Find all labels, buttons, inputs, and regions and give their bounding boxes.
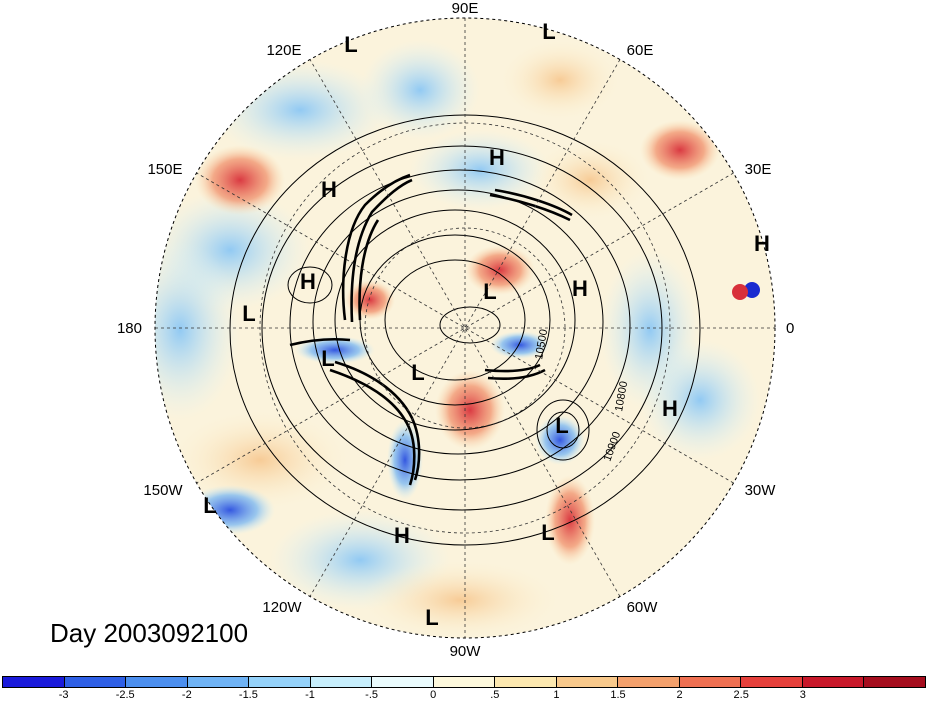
colorbar-swatch (495, 677, 557, 687)
lon-label-150e: 150E (147, 161, 182, 178)
graticule (155, 18, 775, 638)
colorbar-swatch (802, 677, 865, 687)
contour-label: 10800 (613, 380, 630, 412)
lon-label-90w: 90W (450, 643, 482, 660)
colorbar-swatch (64, 677, 127, 687)
pressure-centers: L L H H H H L L L H L H L L H L L (203, 19, 770, 630)
map-boundary (154, 17, 776, 639)
low-pressure-label: L (425, 605, 438, 630)
anomaly-shading (155, 18, 775, 638)
colorbar-swatch (126, 677, 188, 687)
colorbar-swatch (3, 677, 65, 687)
colorbar-tick-label: .5 (490, 689, 500, 701)
high-pressure-label: H (572, 276, 588, 301)
low-pressure-label: L (542, 19, 555, 44)
colorbar-swatch (618, 677, 680, 687)
low-pressure-label: L (555, 413, 568, 438)
lon-label-120e: 120E (266, 42, 301, 59)
colorbar-tick-label: 2.5 (733, 689, 749, 701)
colorbar-swatch (556, 677, 619, 687)
lon-label-0: 0 (786, 320, 794, 337)
low-pressure-label: L (321, 346, 334, 371)
colorbar-swatch (187, 677, 250, 687)
colorbar-tick-label: -3 (58, 689, 69, 701)
low-pressure-label: L (541, 520, 554, 545)
colorbar-swatch (741, 677, 803, 687)
colorbar-tick-label: 2 (676, 689, 683, 701)
colorbar-tick-label: 1 (553, 689, 560, 701)
colorbar-tick-label: -2.5 (115, 689, 135, 701)
colorbar-tick-label: 1.5 (610, 689, 626, 701)
colorbar-swatch (433, 677, 496, 687)
colorbar-swatch (679, 677, 742, 687)
contour-labels: 10500 10800 10900 (533, 328, 630, 463)
colorbar-tick-label: -1 (305, 689, 315, 701)
lon-label-30w: 30W (745, 482, 777, 499)
low-pressure-label: L (203, 493, 216, 518)
low-pressure-label: L (483, 279, 496, 304)
lon-label-150w: 150W (143, 482, 183, 499)
longitude-labels: 90E 60E 30E 0 30W 60W 90W 120W 150W 180 … (117, 0, 794, 660)
low-pressure-label: L (242, 301, 255, 326)
colorbar-swatch (372, 677, 434, 687)
high-pressure-label: H (662, 396, 678, 421)
colorbar-tick-label: -.5 (365, 689, 379, 701)
colorbar (2, 676, 926, 688)
jet-contours (289, 173, 573, 486)
contour-label: 10500 (533, 328, 550, 360)
low-pressure-label: L (411, 360, 424, 385)
high-pressure-label: H (489, 145, 505, 170)
colorbar-swatch (864, 677, 925, 687)
high-pressure-label: H (300, 269, 316, 294)
colorbar-swatch (249, 677, 311, 687)
low-pressure-label: L (344, 32, 357, 57)
day-label: Day 2003092100 (50, 618, 249, 648)
lon-label-180: 180 (117, 320, 142, 337)
colorbar-tick-label: -2 (181, 689, 192, 701)
lon-label-120w: 120W (262, 599, 302, 616)
lon-label-60e: 60E (627, 42, 654, 59)
colorbar-tick-label: -1.5 (238, 689, 258, 701)
high-pressure-label: H (394, 523, 410, 548)
lon-label-60w: 60W (627, 599, 659, 616)
lon-label-90e: 90E (452, 0, 479, 17)
high-pressure-label: H (321, 177, 337, 202)
colorbar-tick-label: 3 (799, 689, 806, 701)
lon-label-30e: 30E (745, 161, 772, 178)
colorbar-tick-label: 0 (430, 689, 437, 701)
high-pressure-label: H (754, 231, 770, 256)
colorbar-swatch (310, 677, 373, 687)
